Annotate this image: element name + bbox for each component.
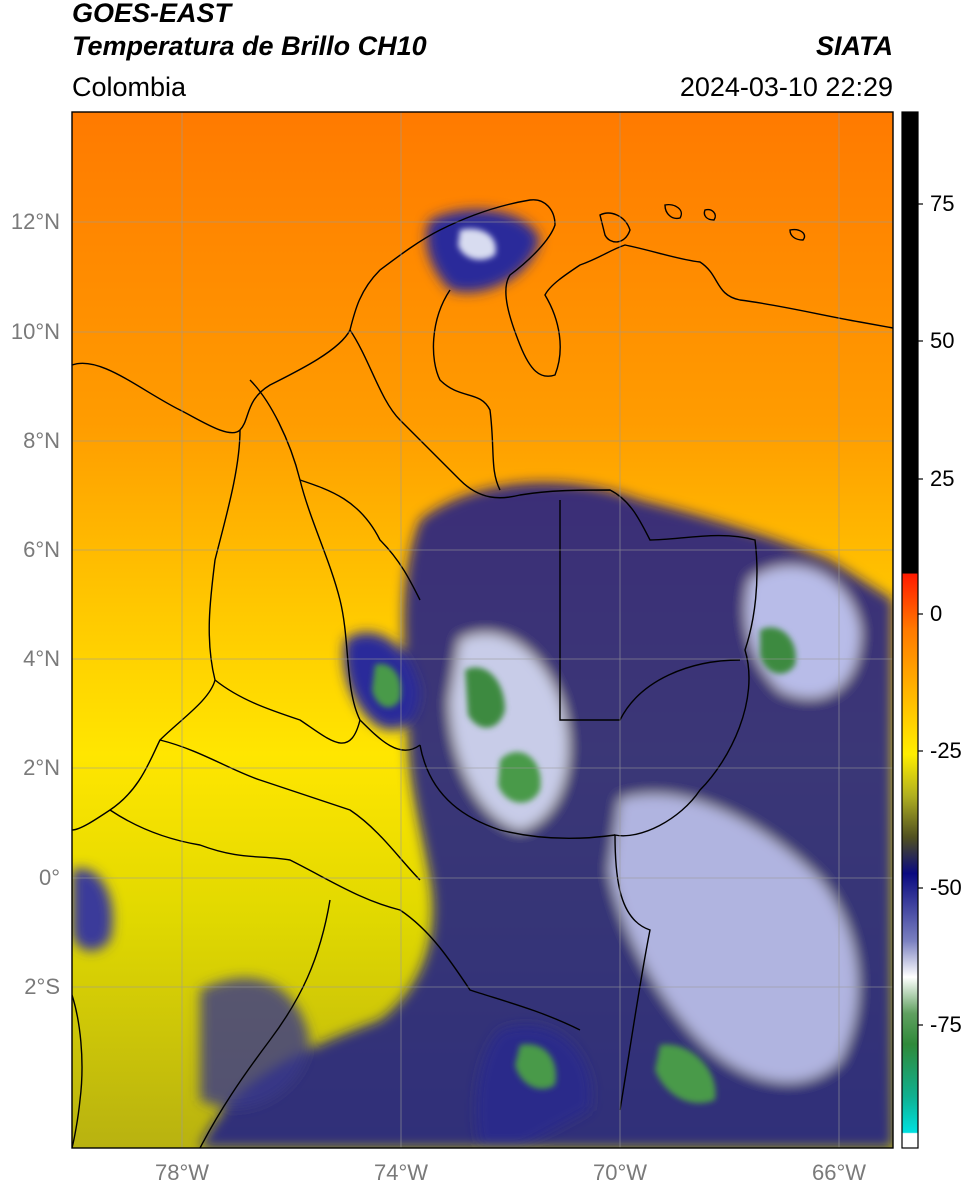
colorbar-tick-label: 50	[930, 328, 955, 353]
lat-tick-label: 12°N	[10, 209, 60, 234]
brightness-temperature-field	[72, 112, 893, 1148]
lon-tick-label: 66°W	[811, 1160, 867, 1185]
colorbar-tick-label: 25	[930, 466, 955, 491]
lat-tick-label: 0°	[38, 865, 60, 890]
lat-tick-label: 2°S	[24, 974, 60, 999]
lat-tick-label: 2°N	[23, 755, 60, 780]
colorbar-tick-label: 0	[930, 601, 943, 626]
lon-tick-label: 78°W	[154, 1160, 210, 1185]
lat-tick-label: 10°N	[10, 319, 60, 344]
lat-tick-label: 8°N	[23, 428, 60, 453]
lat-tick-label: 6°N	[23, 537, 60, 562]
colorbar-tick-label: -75	[930, 1012, 962, 1037]
map-frame	[71, 111, 894, 1149]
lon-tick-label: 74°W	[373, 1160, 429, 1185]
product-title: Temperatura de Brillo CH10	[72, 31, 427, 61]
colorbar-ticks	[918, 203, 923, 1026]
lat-tick-label: 4°N	[23, 646, 60, 671]
colorbar-tick-label: -25	[930, 738, 962, 763]
lon-tick-label: 70°W	[592, 1160, 648, 1185]
colorbar-tick-label: 75	[930, 191, 955, 216]
gridlines	[72, 112, 893, 1148]
boundary-lines	[72, 199, 893, 1148]
colorbar	[902, 112, 918, 1148]
satellite-title: GOES-EAST	[72, 0, 232, 28]
colorbar-tick-label: -50	[930, 875, 962, 900]
region-label: Colombia	[72, 72, 187, 102]
agency-label: SIATA	[816, 31, 893, 61]
datetime-label: 2024-03-10 22:29	[679, 72, 893, 102]
